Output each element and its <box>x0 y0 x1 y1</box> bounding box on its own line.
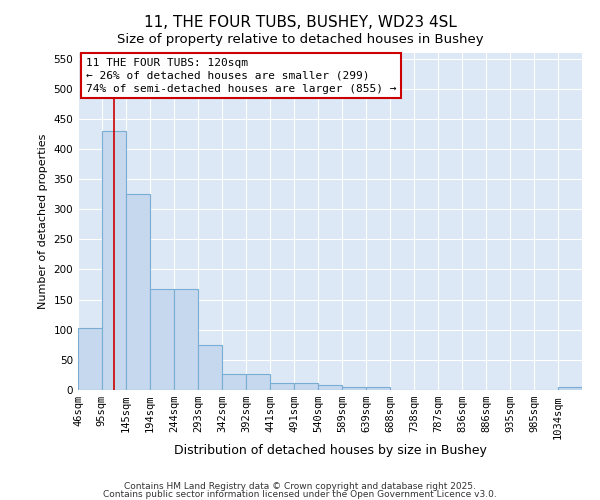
Bar <box>294 383 318 390</box>
Bar <box>150 289 174 390</box>
Bar <box>126 194 150 390</box>
Text: 11, THE FOUR TUBS, BUSHEY, WD23 4SL: 11, THE FOUR TUBS, BUSHEY, WD23 4SL <box>143 15 457 30</box>
Text: Contains public sector information licensed under the Open Government Licence v3: Contains public sector information licen… <box>103 490 497 499</box>
Bar <box>222 374 245 390</box>
Bar <box>78 328 102 390</box>
Bar <box>342 387 366 390</box>
Text: Size of property relative to detached houses in Bushey: Size of property relative to detached ho… <box>116 32 484 46</box>
Bar <box>318 385 342 390</box>
Bar <box>198 346 222 390</box>
X-axis label: Distribution of detached houses by size in Bushey: Distribution of detached houses by size … <box>173 444 487 457</box>
Text: Contains HM Land Registry data © Crown copyright and database right 2025.: Contains HM Land Registry data © Crown c… <box>124 482 476 491</box>
Bar <box>174 289 198 390</box>
Bar <box>102 131 125 390</box>
Bar <box>246 374 270 390</box>
Text: 11 THE FOUR TUBS: 120sqm
← 26% of detached houses are smaller (299)
74% of semi-: 11 THE FOUR TUBS: 120sqm ← 26% of detach… <box>86 58 396 94</box>
Bar <box>558 387 582 390</box>
Y-axis label: Number of detached properties: Number of detached properties <box>38 134 48 309</box>
Bar <box>366 387 390 390</box>
Bar <box>270 383 294 390</box>
